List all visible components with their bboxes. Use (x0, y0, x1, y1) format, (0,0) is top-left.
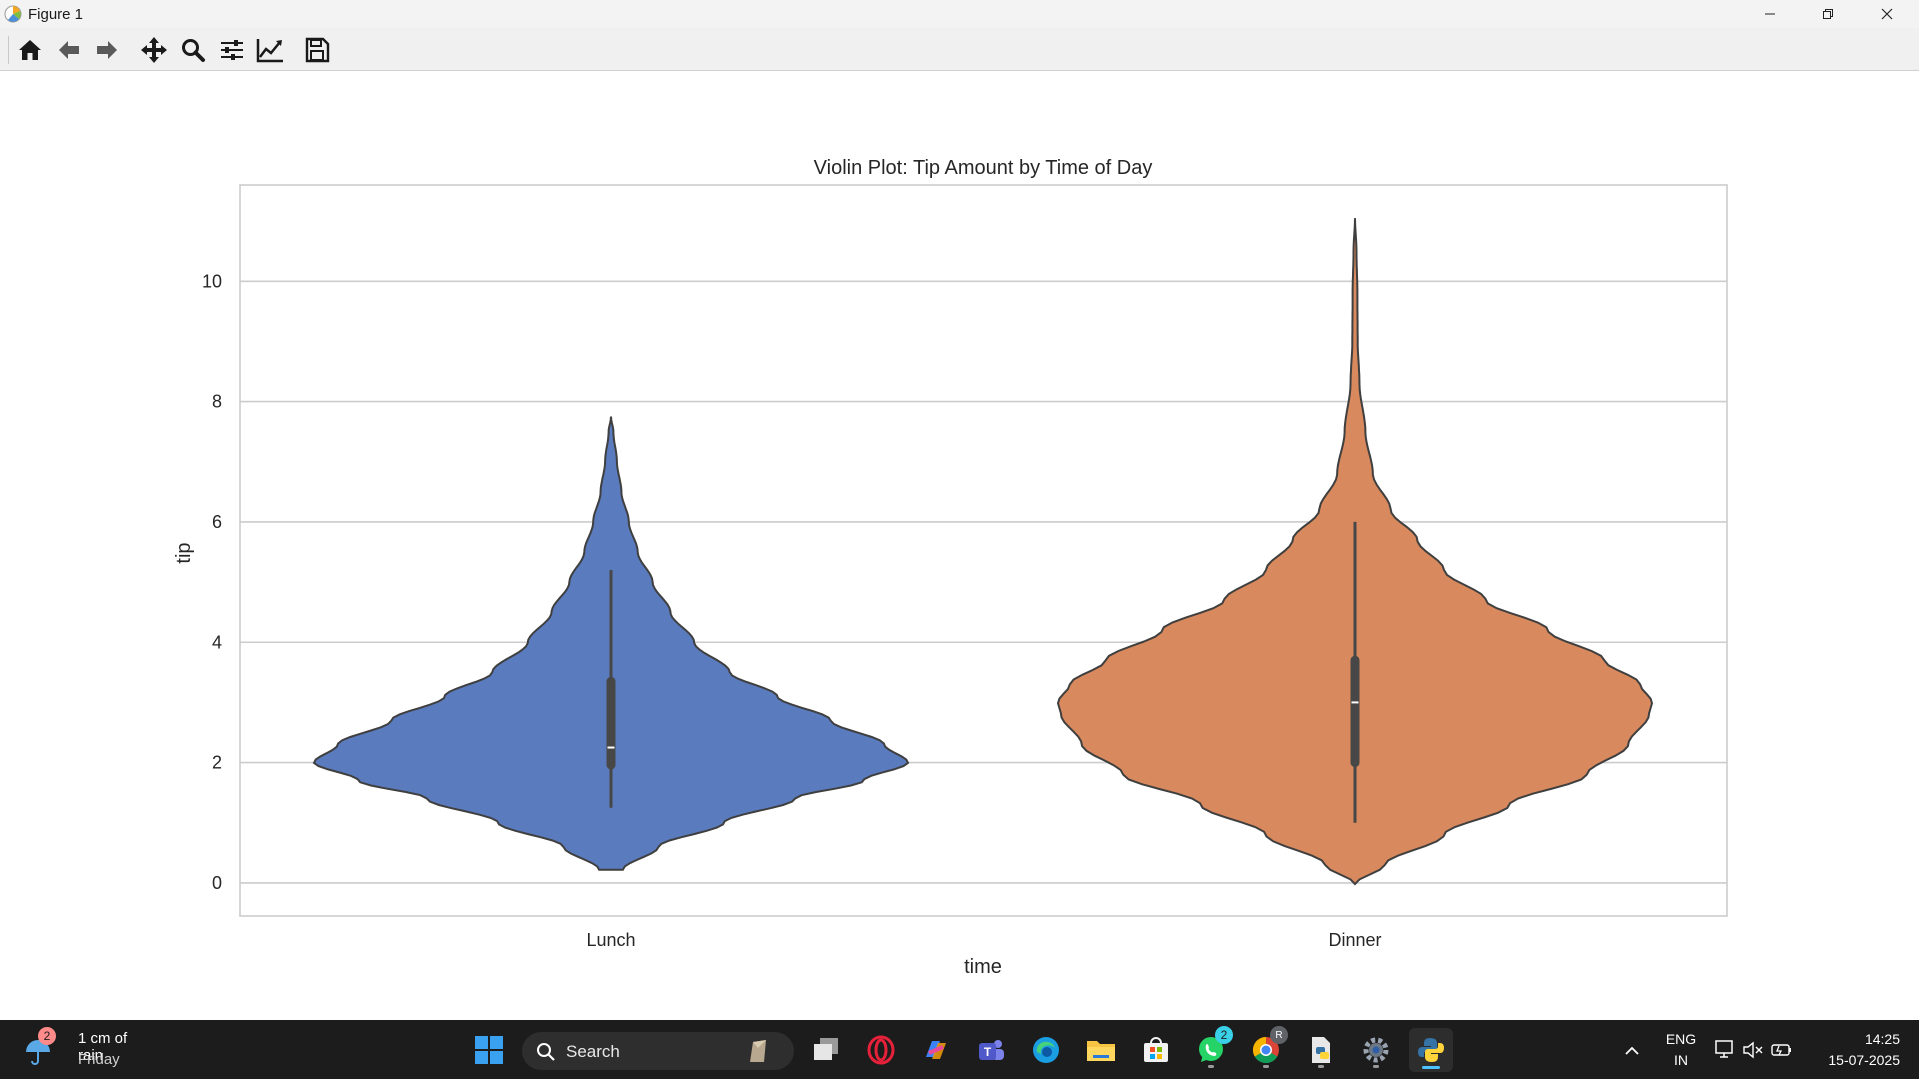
language-indicator[interactable]: ENG IN (1660, 1020, 1702, 1079)
y-tick-label: 4 (212, 632, 222, 652)
start-button[interactable] (467, 1028, 511, 1072)
restore-icon (1823, 9, 1833, 19)
chrome-taskbar-button[interactable]: R (1244, 1026, 1288, 1072)
settings-gear-icon (1363, 1037, 1389, 1063)
svg-text:T: T (984, 1045, 992, 1059)
minimize-icon (1765, 13, 1775, 15)
configure-subplots-button[interactable] (215, 33, 249, 67)
running-indicator (1208, 1065, 1214, 1068)
store-taskbar-button[interactable] (1134, 1028, 1178, 1072)
taskbar-search[interactable]: Search (522, 1032, 794, 1070)
task-view-button[interactable] (804, 1028, 848, 1072)
pan-icon (141, 37, 167, 63)
settings-taskbar-button[interactable] (1354, 1028, 1398, 1072)
close-icon (1881, 8, 1893, 20)
show-hidden-icons-button[interactable] (1618, 1037, 1646, 1065)
region-code: IN (1674, 1052, 1688, 1068)
chart-title: Violin Plot: Tip Amount by Time of Day (814, 157, 1153, 179)
clock-date: 15-07-2025 (1828, 1052, 1900, 1068)
edge-taskbar-button[interactable] (1024, 1028, 1068, 1072)
chrome-icon (1252, 1036, 1279, 1064)
matplotlib-app-icon (4, 5, 22, 23)
plot-frame (239, 184, 1728, 917)
windows-taskbar: 2 1 cm of rain Friday Search T 2 R (0, 1020, 1919, 1079)
task-view-icon (814, 1038, 838, 1060)
volume-muted-icon (1743, 1041, 1763, 1059)
active-indicator (1422, 1066, 1440, 1069)
violin-chart: 0 2 4 6 8 10 Violin Plot: Tip Amount by Time … (173, 157, 1728, 978)
edit-axis-icon (256, 39, 283, 63)
pan-button[interactable] (137, 33, 171, 67)
back-arrow-icon (59, 41, 79, 59)
save-icon (305, 37, 330, 63)
clock[interactable]: 14:25 15-07-2025 (1810, 1020, 1906, 1079)
opera-icon (867, 1035, 895, 1065)
system-tray-status[interactable] (1712, 1037, 1796, 1063)
toolbar-separator (8, 36, 9, 64)
whatsapp-taskbar-button[interactable]: 2 (1189, 1026, 1233, 1072)
search-label: Search (566, 1042, 620, 1061)
figure-canvas[interactable]: 0 2 4 6 8 10 Violin Plot: Tip Amount by Time … (0, 71, 1919, 1021)
y-tick-label: 2 (212, 753, 222, 773)
python-file-icon (1312, 1037, 1330, 1063)
file-explorer-taskbar-button[interactable] (1079, 1028, 1123, 1072)
home-icon (19, 40, 41, 60)
clock-time: 14:25 (1864, 1031, 1900, 1047)
whatsapp-icon (1199, 1037, 1223, 1062)
search-icon (537, 1043, 555, 1061)
folder-icon (1087, 1041, 1115, 1061)
battery-icon (1771, 1044, 1791, 1056)
y-tick-label: 8 (212, 392, 222, 412)
microsoft-store-icon (1144, 1037, 1168, 1062)
copilot-taskbar-button[interactable] (914, 1028, 958, 1072)
whatsapp-badge: 2 (1215, 1026, 1233, 1044)
chevron-up-icon (1625, 1046, 1639, 1055)
running-indicator (1318, 1065, 1324, 1068)
chrome-profile-badge: R (1270, 1026, 1288, 1044)
search-highlight-icon (750, 1040, 766, 1062)
x-axis-label: time (964, 956, 1002, 978)
edit-axis-button[interactable] (253, 33, 287, 67)
matplotlib-toolbar (0, 28, 1919, 71)
weather-badge: 2 (38, 1027, 56, 1045)
home-button[interactable] (13, 33, 47, 67)
running-indicator (1263, 1065, 1269, 1068)
zoom-button[interactable] (176, 33, 210, 67)
weather-widget[interactable]: 2 1 cm of rain Friday (14, 1020, 154, 1079)
y-tick-label: 0 (212, 873, 222, 893)
running-indicator (1373, 1065, 1379, 1068)
x-tick-label-dinner: Dinner (1328, 930, 1381, 950)
y-axis-label: tip (173, 542, 195, 563)
save-button[interactable] (300, 33, 334, 67)
y-tick-label: 6 (212, 512, 222, 532)
x-tick-label-lunch: Lunch (586, 930, 635, 950)
forward-arrow-icon (97, 41, 117, 59)
window-title: Figure 1 (28, 6, 84, 23)
y-tick-label: 10 (202, 271, 222, 291)
python-icon (1418, 1038, 1444, 1062)
teams-icon: T (979, 1040, 1004, 1060)
windows-logo-icon (475, 1036, 503, 1064)
edge-icon (1033, 1037, 1059, 1063)
network-icon (1715, 1040, 1733, 1058)
configure-subplots-icon (221, 40, 243, 60)
opera-taskbar-button[interactable] (859, 1028, 903, 1072)
copilot-icon (926, 1041, 946, 1059)
minimize-button[interactable] (1741, 0, 1799, 28)
restore-button[interactable] (1799, 0, 1857, 28)
zoom-icon (182, 39, 205, 62)
teams-taskbar-button[interactable]: T (969, 1028, 1013, 1072)
weather-text: 1 cm of rain (78, 1030, 128, 1064)
forward-button[interactable] (90, 33, 124, 67)
python-figure-taskbar-button[interactable] (1409, 1028, 1453, 1072)
close-button[interactable] (1858, 0, 1916, 28)
language-code: ENG (1665, 1031, 1697, 1047)
window-titlebar: Figure 1 (0, 0, 1919, 28)
back-button[interactable] (52, 33, 86, 67)
python-file-taskbar-button[interactable] (1299, 1028, 1343, 1072)
weather-day: Friday (78, 1051, 120, 1068)
